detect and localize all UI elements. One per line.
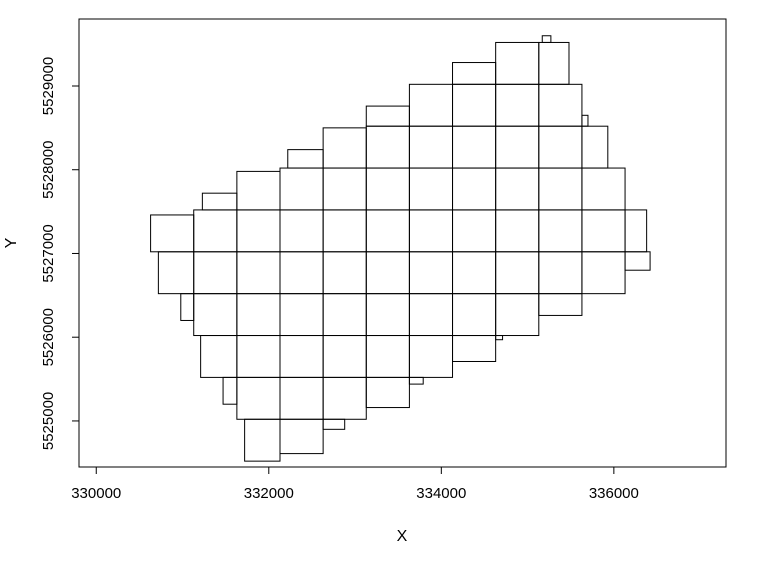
data-rectangle <box>495 167 540 211</box>
data-rectangle <box>279 293 324 337</box>
data-rectangle <box>365 251 410 295</box>
y-axis-label: Y <box>3 237 20 248</box>
data-rectangle <box>581 114 589 127</box>
data-rectangle <box>322 293 367 337</box>
data-rectangle <box>322 209 367 253</box>
data-rectangle <box>452 293 497 337</box>
data-rectangle <box>322 167 367 211</box>
data-rectangle <box>495 251 540 295</box>
data-rectangle <box>157 251 195 295</box>
data-rectangle <box>452 209 497 253</box>
data-rectangle <box>322 127 367 169</box>
data-rectangle <box>365 105 410 127</box>
data-rectangle <box>244 418 281 462</box>
data-rectangle <box>538 167 583 211</box>
data-rectangle <box>538 209 583 253</box>
data-rectangle <box>495 335 504 341</box>
data-rectangle <box>322 418 346 430</box>
data-rectangle <box>236 376 281 420</box>
data-rectangle <box>408 83 454 127</box>
y-tick-label: 5527000 <box>40 224 57 282</box>
data-rectangle <box>365 376 410 409</box>
x-axis-label: X <box>397 528 408 545</box>
data-rectangle <box>495 293 540 337</box>
data-rectangle <box>408 293 454 337</box>
x-tick-label: 330000 <box>71 485 121 502</box>
data-rectangle <box>452 83 497 127</box>
data-rectangles <box>150 35 651 462</box>
x-tick-label: 336000 <box>589 485 639 502</box>
data-rectangle <box>408 167 454 211</box>
y-tick-label: 5528000 <box>40 141 57 199</box>
data-rectangle <box>581 251 626 295</box>
data-rectangle <box>236 335 281 378</box>
data-rectangle <box>222 376 238 405</box>
data-rectangle <box>452 167 497 211</box>
data-rectangle <box>180 293 195 321</box>
data-rectangle <box>236 293 281 337</box>
data-rectangle <box>408 335 454 378</box>
plot-frame <box>78 18 727 468</box>
data-rectangle <box>538 41 570 85</box>
data-rectangle <box>279 167 324 211</box>
y-tick-label: 5529000 <box>40 57 57 115</box>
data-rectangle <box>201 192 238 211</box>
data-rectangle <box>279 418 324 455</box>
data-rectangle <box>236 170 281 211</box>
data-rectangle <box>495 209 540 253</box>
data-rectangle <box>200 335 238 378</box>
data-rectangle <box>538 293 583 316</box>
data-rectangle <box>408 209 454 253</box>
data-rectangle <box>538 251 583 295</box>
data-rectangle <box>452 335 497 362</box>
data-rectangle <box>322 251 367 295</box>
data-rectangle <box>581 167 626 211</box>
data-rectangle <box>279 335 324 378</box>
data-rectangle <box>150 214 195 253</box>
y-axis: 5525000 5526000 5527000 5528000 5529000 <box>40 57 80 450</box>
x-tick-label: 334000 <box>416 485 466 502</box>
data-rectangle <box>322 376 367 420</box>
data-rectangle <box>193 209 238 253</box>
data-rectangle <box>279 251 324 295</box>
data-rectangle <box>452 62 497 85</box>
data-rectangle <box>193 293 238 337</box>
data-rectangle <box>452 125 497 169</box>
data-rectangle <box>538 83 583 127</box>
x-tick-label: 332000 <box>244 485 294 502</box>
data-rectangle <box>408 251 454 295</box>
data-rectangle <box>236 209 281 253</box>
data-rectangle <box>541 35 552 43</box>
data-rectangle <box>365 125 410 169</box>
data-rectangle <box>322 335 367 378</box>
data-rectangle <box>495 41 540 85</box>
data-rectangle <box>538 125 583 169</box>
data-rectangle <box>624 209 648 253</box>
data-rectangle <box>365 209 410 253</box>
data-rectangle <box>193 251 238 295</box>
data-rectangle <box>581 125 609 169</box>
data-rectangle <box>495 83 540 127</box>
x-axis: 330000 332000 334000 336000 <box>71 466 639 502</box>
y-tick-label: 5526000 <box>40 308 57 366</box>
data-rectangle <box>452 251 497 295</box>
data-rectangle <box>408 376 424 385</box>
data-rectangle <box>365 293 410 337</box>
data-rectangle <box>365 167 410 211</box>
y-tick-label: 5525000 <box>40 392 57 450</box>
data-rectangle <box>279 209 324 253</box>
data-rectangle <box>279 376 324 420</box>
data-rectangle <box>287 149 324 169</box>
data-rectangle <box>624 251 651 271</box>
data-rectangle <box>495 125 540 169</box>
data-rectangle <box>581 209 626 253</box>
data-rectangle <box>236 251 281 295</box>
data-rectangle <box>365 335 410 378</box>
data-rectangle <box>408 125 454 169</box>
